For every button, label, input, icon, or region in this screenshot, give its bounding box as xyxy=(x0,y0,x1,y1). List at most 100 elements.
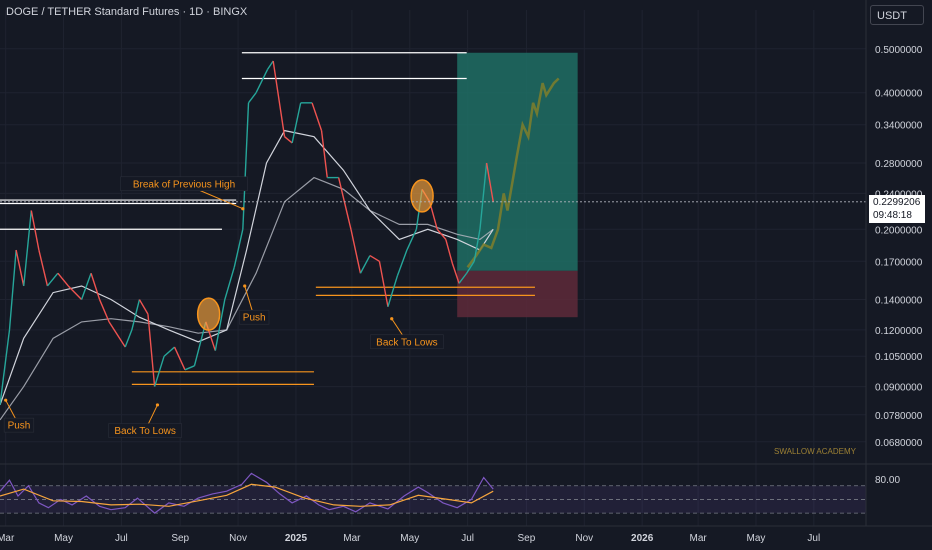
price-segment xyxy=(242,102,250,230)
price-segment xyxy=(57,272,69,287)
price-segment xyxy=(0,329,11,406)
price-segment xyxy=(131,299,141,331)
price-segment xyxy=(163,346,175,357)
y-tick-label: 0.1700000 xyxy=(875,257,923,268)
price-segment xyxy=(311,102,323,131)
indicator-tick-label: 80.00 xyxy=(875,475,900,486)
x-tick-label: Jul xyxy=(461,533,474,544)
annotation-box xyxy=(120,176,248,192)
price-segment xyxy=(233,229,244,268)
price-segment xyxy=(38,249,49,287)
price-segment xyxy=(479,162,488,230)
chart-title: DOGE / TETHER Standard Futures · 1D · BI… xyxy=(6,6,248,18)
price-segment xyxy=(473,229,481,262)
annotation-label: Break of Previous High xyxy=(133,179,235,190)
x-tick-label: May xyxy=(400,533,419,544)
y-tick-label: 0.2400000 xyxy=(875,189,923,200)
price-segment xyxy=(108,321,126,348)
highlight-circle xyxy=(410,179,434,213)
x-tick-label: Nov xyxy=(229,533,247,544)
price-segment xyxy=(90,273,101,300)
price-segment xyxy=(8,249,17,330)
annotation-box xyxy=(239,309,270,325)
y-tick-label: 0.5000000 xyxy=(875,45,923,56)
price-segment xyxy=(266,60,274,70)
position-loss-zone xyxy=(457,270,578,318)
y-tick-label: 0.1400000 xyxy=(875,296,923,307)
price-segment xyxy=(15,249,25,287)
price-segment xyxy=(214,299,226,351)
annotation-label: Back To Lows xyxy=(376,337,438,348)
y-tick-label: 0.1050000 xyxy=(875,352,923,363)
price-segment xyxy=(337,177,352,230)
annotation-box xyxy=(108,423,182,438)
price-segment xyxy=(369,254,380,262)
price-segment xyxy=(67,285,83,301)
annotation-arrow-head xyxy=(241,207,245,211)
price-segment xyxy=(138,299,149,315)
price-segment xyxy=(153,356,165,387)
y-tick-label: 0.0900000 xyxy=(875,383,923,394)
price-segment xyxy=(46,272,59,287)
y-tick-label: 0.0780000 xyxy=(875,411,923,422)
price-segment xyxy=(255,69,269,94)
price-segment xyxy=(320,130,328,178)
bar-countdown: 09:48:18 xyxy=(873,210,912,221)
rsi-ma-line xyxy=(0,483,494,507)
price-segment xyxy=(485,162,494,202)
price-segment xyxy=(184,365,195,371)
price-segment xyxy=(30,210,40,251)
highlight-circle xyxy=(196,297,221,331)
x-tick-label: May xyxy=(747,533,766,544)
price-segment xyxy=(451,263,460,284)
projection-path-line xyxy=(466,77,560,268)
x-tick-label: Sep xyxy=(518,533,536,544)
price-segment xyxy=(224,266,235,300)
y-tick-label: 0.0680000 xyxy=(875,438,923,449)
currency-selector[interactable]: USDT xyxy=(870,5,924,25)
x-tick-label: Mar xyxy=(343,533,361,544)
x-tick-label: Mar xyxy=(0,533,15,544)
moving-average-slow-line xyxy=(0,176,494,421)
x-tick-label: 2026 xyxy=(631,533,654,544)
last-price: 0.2299206 xyxy=(873,197,921,208)
price-segment xyxy=(124,329,133,348)
price-segment xyxy=(396,249,408,276)
y-tick-label: 0.3400000 xyxy=(875,121,923,132)
y-tick-label: 0.1200000 xyxy=(875,326,923,337)
last-price-tag: 0.2299206 09:48:18 xyxy=(869,195,925,223)
price-segment xyxy=(272,60,286,137)
watermark-label: SWALLOW ACADEMY xyxy=(774,447,857,456)
x-tick-label: Nov xyxy=(575,533,593,544)
price-segment xyxy=(406,228,418,251)
price-segment xyxy=(247,92,257,104)
annotation-label: Push xyxy=(243,313,266,324)
position-profit-zone xyxy=(457,52,578,271)
y-tick-label: 0.2000000 xyxy=(875,225,923,236)
price-segment xyxy=(387,275,399,307)
x-tick-label: May xyxy=(54,533,73,544)
annotation-box xyxy=(3,417,35,433)
y-tick-label: 0.4000000 xyxy=(875,89,923,100)
price-segment xyxy=(80,273,92,300)
x-tick-label: Jul xyxy=(115,533,128,544)
price-segment xyxy=(291,102,302,144)
x-tick-label: Mar xyxy=(689,533,707,544)
price-segment xyxy=(350,229,362,274)
price-segment xyxy=(378,261,389,307)
price-segment xyxy=(445,239,454,264)
price-segment xyxy=(458,272,468,284)
annotation-box xyxy=(370,334,444,350)
price-segment xyxy=(98,299,110,323)
x-tick-label: Sep xyxy=(171,533,189,544)
annotation-label: Push xyxy=(8,421,31,432)
annotation-label: Back To Lows xyxy=(114,426,176,437)
annotation-arrow-head xyxy=(155,403,160,407)
annotation-arrow-head xyxy=(243,284,247,288)
price-segment xyxy=(23,210,32,287)
moving-average-fast-line xyxy=(0,129,494,406)
price-segment xyxy=(284,136,293,144)
price-segment xyxy=(466,260,475,274)
